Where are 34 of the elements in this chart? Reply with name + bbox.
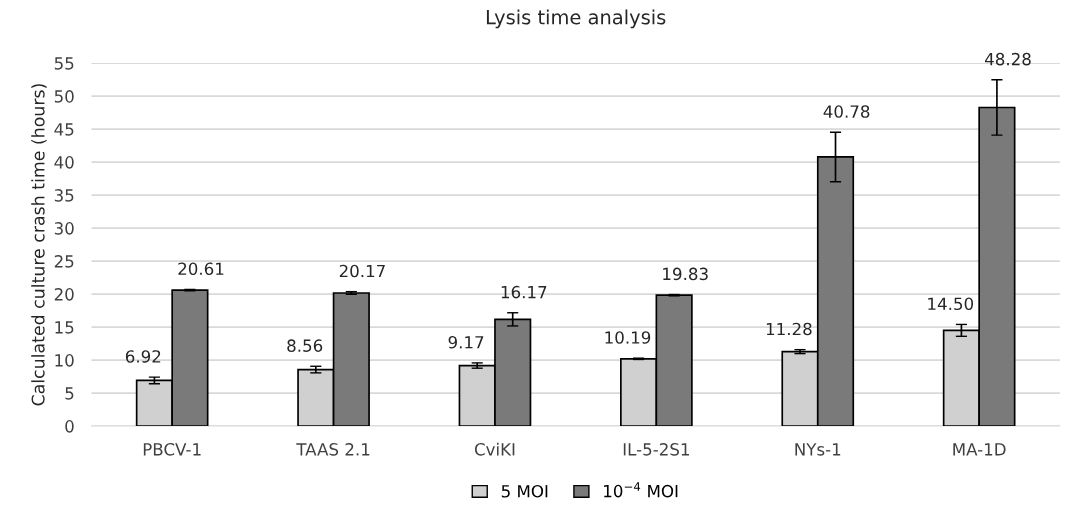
data-label: 14.50: [928, 297, 974, 311]
x-tick-label: TAAS 2.1: [296, 443, 370, 456]
x-tick-label: IL-5-2S1: [623, 443, 689, 456]
x-tick-label: MA-1D: [953, 443, 1006, 456]
chart-title: Lysis time analysis: [486, 9, 666, 29]
y-tick-label: 10: [55, 354, 74, 367]
legend-label: 10$^{−4}$ MOI: [604, 482, 678, 498]
y-tick-label: 50: [54, 90, 74, 103]
data-label: 16.17: [501, 285, 547, 299]
y-tick-label: 45: [54, 123, 74, 136]
y-tick-label: 30: [54, 222, 74, 235]
y-tick-label: 40: [54, 156, 74, 169]
x-tick-label: PBCV-1: [143, 443, 201, 456]
data-label: 40.78: [823, 105, 870, 118]
y-tick-label: 55: [54, 57, 74, 70]
x-tick-label: NYs-1: [795, 443, 841, 456]
data-label: 19.83: [663, 267, 708, 281]
data-label: 9.17: [448, 335, 484, 349]
y-tick-label: 25: [54, 255, 74, 268]
y-tick-label: 35: [54, 189, 74, 202]
data-label: 6.92: [125, 350, 161, 363]
y-tick-label: 5: [65, 387, 74, 400]
y-tick-label: 20: [54, 288, 74, 301]
data-label: 8.56: [287, 339, 323, 352]
legend-label: 5 MOI: [501, 484, 548, 498]
data-label: 11.28: [766, 322, 812, 336]
data-label: 10.19: [605, 331, 651, 344]
y-tick-label: 0: [65, 420, 74, 433]
y-tick-label: 15: [55, 321, 74, 334]
data-label: 20.61: [178, 262, 224, 276]
data-label: 48.28: [984, 52, 1031, 66]
x-tick-label: CviKI: [474, 442, 515, 456]
data-label: 20.17: [339, 264, 385, 278]
y-axis-title: Calculated culture crash time (hours): [31, 84, 47, 406]
